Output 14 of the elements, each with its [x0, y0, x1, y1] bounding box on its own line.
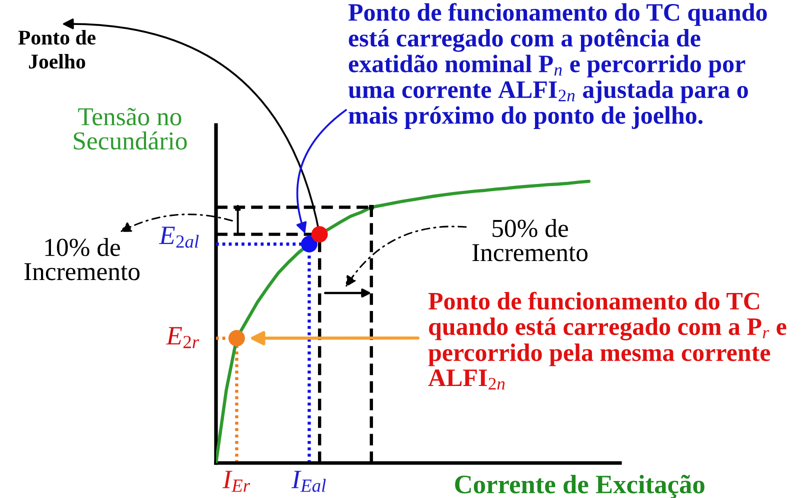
annotation: 50% de Incremento [472, 219, 588, 262]
point [301, 236, 318, 252]
text: Ponto de Joelho [18, 30, 96, 69]
x-tick-label: I$_{Er}$ [222, 470, 250, 492]
point [311, 226, 328, 243]
text: 10% de Incremento [24, 238, 140, 280]
y-axis-title: Tensão no Secundário [74, 108, 187, 150]
point [228, 330, 245, 346]
x-tick-label: I$_{Eal}$ [291, 470, 326, 492]
annotation: Ponto de funcionamento do TC quando está carregado com a P$_{r}$ e percorrido pela mesma corrente ALFI$_{2n}$ [428, 292, 786, 390]
text: Ponto de funcionamento do TC quando está carregado com a potência de exatidão nominal P$_{n}$ e percorrido por uma corrente ALFI$_{2n}$ ajustada para o mais próximo do ponto de joelho. [348, 3, 767, 129]
text: E$_{2al}$ [158, 226, 199, 248]
text: E$_{2r}$ [166, 327, 200, 348]
point [369, 204, 374, 210]
